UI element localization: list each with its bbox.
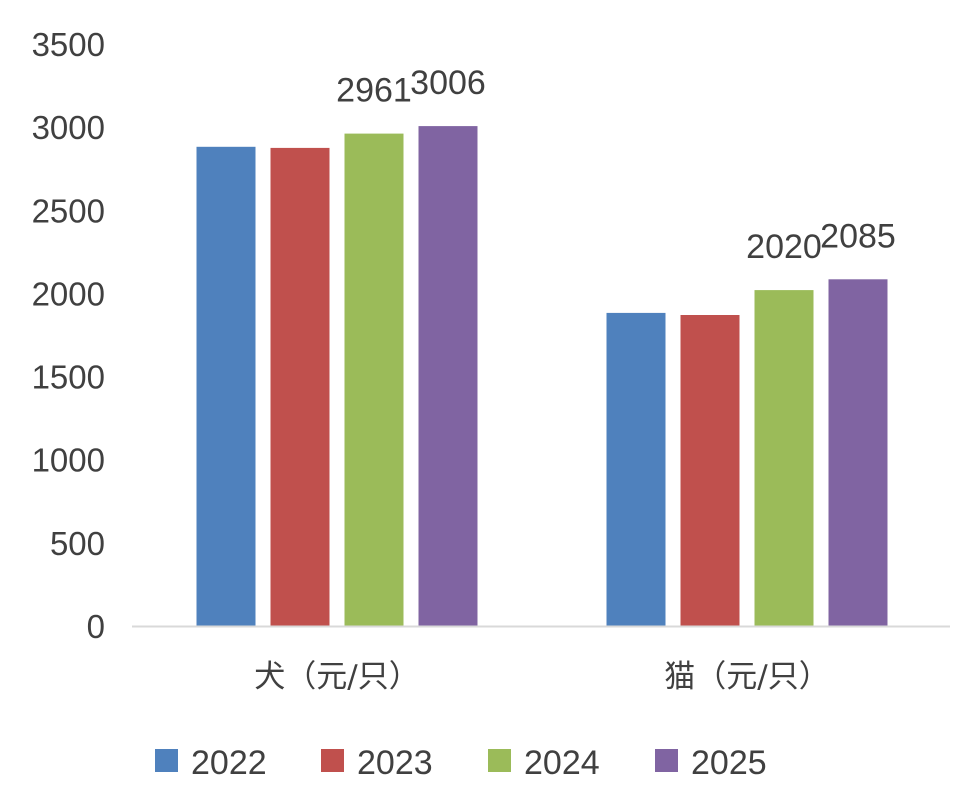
legend-item-2023: 2023	[321, 744, 433, 782]
data-label-2025-cat: 2085	[820, 217, 896, 255]
legend-swatch-2024	[488, 749, 511, 772]
y-tick-label: 3000	[32, 109, 105, 146]
legend-swatch-2025	[655, 749, 678, 772]
data-label-2024-cat: 2020	[746, 228, 822, 266]
bar-2025-dog	[418, 126, 478, 626]
y-tick-label: 1000	[32, 442, 105, 479]
legend-label-2025: 2025	[691, 744, 767, 782]
x-axis: 犬（元/只） 猫（元/只）	[254, 659, 829, 695]
bar-2022-dog	[196, 146, 256, 627]
category-label-cat: 猫（元/只）	[664, 659, 829, 695]
bar-2024-dog	[344, 133, 404, 626]
legend-swatch-2022	[155, 749, 178, 772]
bar-2023-dog	[270, 147, 330, 626]
y-tick-label: 2500	[32, 192, 105, 229]
bar-2023-cat	[680, 315, 740, 626]
data-label-2025-dog: 3006	[410, 64, 486, 102]
y-tick-label: 0	[87, 608, 105, 645]
y-tick-label: 3500	[32, 26, 105, 63]
bar-2024-cat	[754, 290, 814, 626]
legend-swatch-2023	[321, 749, 344, 772]
legend-item-2022: 2022	[155, 744, 267, 782]
legend-label-2022: 2022	[191, 744, 267, 782]
data-label-2024-dog: 2961	[336, 72, 412, 110]
y-tick-label: 1500	[32, 359, 105, 396]
y-tick-label: 500	[50, 525, 105, 562]
y-tick-label: 2000	[32, 275, 105, 312]
bars	[196, 126, 888, 627]
bar-2022-cat	[606, 312, 666, 626]
y-axis: 0 500 1000 1500 2000 2500 3000 3500	[32, 26, 105, 645]
legend-label-2024: 2024	[524, 744, 600, 782]
legend-item-2024: 2024	[488, 744, 600, 782]
category-label-dog: 犬（元/只）	[254, 659, 419, 695]
legend: 2022 2023 2024 2025	[155, 744, 767, 782]
bar-2025-cat	[828, 279, 888, 626]
legend-item-2025: 2025	[655, 744, 767, 782]
legend-label-2023: 2023	[357, 744, 433, 782]
